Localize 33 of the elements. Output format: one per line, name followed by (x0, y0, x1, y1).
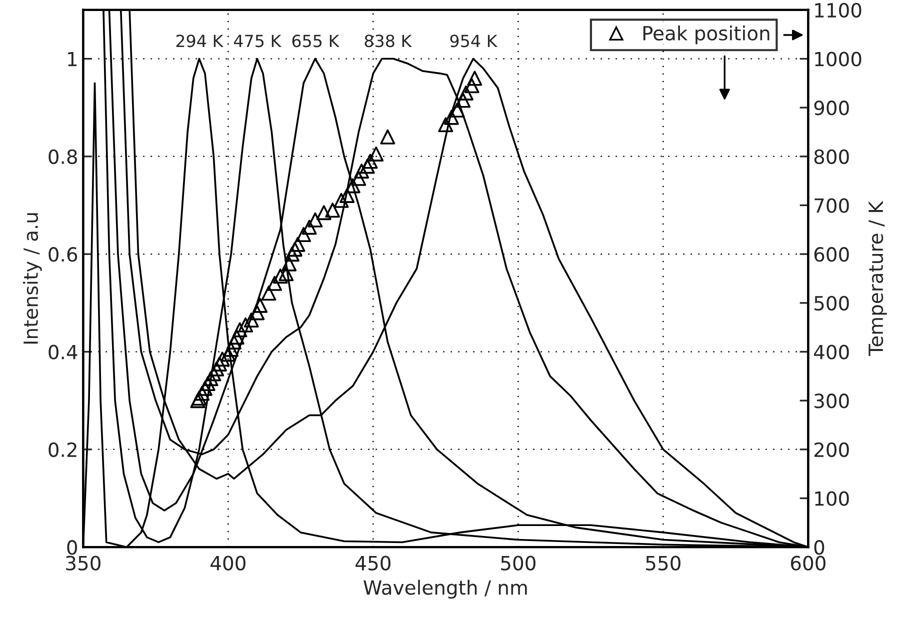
y-tick-label: 1 (68, 52, 77, 66)
annotation: 954 K (450, 34, 498, 48)
y-tick-label: 0 (67, 540, 78, 555)
y2-tick-label: 300 (814, 394, 849, 408)
x-tick-label: 400 (210, 556, 246, 570)
y2-tick-label: 800 (814, 149, 849, 164)
y-tick-label: 0.2 (48, 442, 76, 458)
y-tick-label: 0.8 (48, 149, 77, 164)
y-axis-title: Intensity / a.u (23, 213, 42, 344)
annotation: 294 K (176, 34, 224, 48)
x-tick-label: 350 (66, 556, 100, 570)
x-tick-label: 500 (501, 556, 536, 570)
x-tick-label: 600 (790, 556, 826, 570)
y2-axis-title: Temperature / K (868, 200, 887, 356)
y-tick-label: 0.6 (48, 247, 78, 262)
annotation: 655 K (292, 34, 340, 48)
y2-tick-label: 600 (814, 247, 849, 262)
y-tick-label: 0.4 (48, 344, 78, 360)
x-tick-label: 550 (646, 556, 680, 570)
y2-tick-label: 0 (814, 540, 824, 555)
y2-tick-label: 700 (814, 198, 849, 213)
y2-tick-label: 400 (814, 344, 849, 360)
y2-tick-label: 900 (814, 100, 849, 116)
y2-tick-label: 1000 (815, 52, 862, 66)
annotation: 475 K (234, 34, 282, 48)
y2-tick-label: 500 (814, 296, 849, 311)
y2-tick-label: 100 (815, 491, 849, 506)
y2-tick-label: 200 (814, 442, 849, 458)
y2-tick-label: 1100 (815, 2, 862, 18)
annotation: 838 K (364, 34, 412, 48)
x-tick-label: 450 (356, 556, 390, 570)
legend-label: Peak position (643, 25, 770, 44)
x-axis-title: Wavelength / nm (364, 580, 527, 599)
